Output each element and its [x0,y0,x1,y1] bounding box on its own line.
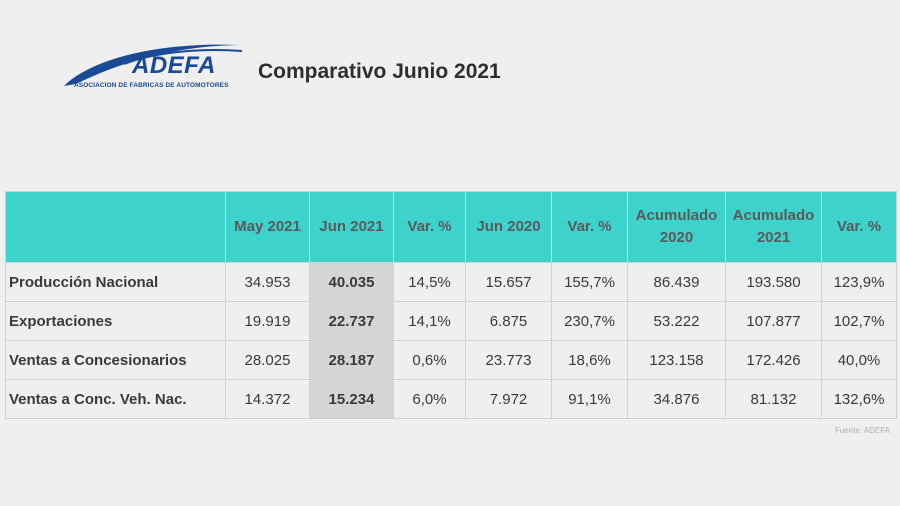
cell-acumulado-2021: 172.426 [725,340,822,380]
header-cell-var-acumulado: Var. % [821,191,897,263]
table-row: Producción Nacional 34.953 40.035 14,5% … [5,262,897,302]
cell-jun-2021: 40.035 [309,262,394,302]
header-cell-jun-2021: Jun 2021 [309,191,394,263]
cell-acumulado-2021: 81.132 [725,379,822,419]
cell-may-2021: 28.025 [225,340,310,380]
cell-var-year: 18,6% [551,340,628,380]
cell-may-2021: 14.372 [225,379,310,419]
row-label: Ventas a Conc. Veh. Nac. [5,379,226,419]
row-label: Exportaciones [5,301,226,341]
header-cell-may-2021: May 2021 [225,191,310,263]
cell-acumulado-2021: 107.877 [725,301,822,341]
header-cell-acumulado-2020: Acumulado 2020 [627,191,726,263]
header-cell-var-year: Var. % [551,191,628,263]
comparison-table: May 2021 Jun 2021 Var. % Jun 2020 Var. %… [5,191,897,419]
cell-acumulado-2020: 53.222 [627,301,726,341]
cell-jun-2021: 22.737 [309,301,394,341]
cell-acumulado-2021: 193.580 [725,262,822,302]
row-label: Ventas a Concesionarios [5,340,226,380]
table-row: Ventas a Conc. Veh. Nac. 14.372 15.234 6… [5,379,897,419]
cell-jun-2020: 7.972 [465,379,552,419]
logo-tagline: ASOCIACION DE FABRICAS DE AUTOMOTORES [74,82,229,89]
cell-jun-2021: 28.187 [309,340,394,380]
cell-jun-2020: 23.773 [465,340,552,380]
cell-var-acumulado: 132,6% [821,379,897,419]
car-silhouette-icon [64,44,243,86]
source-note: Fuente: ADEFA [834,426,890,435]
cell-jun-2020: 6.875 [465,301,552,341]
cell-jun-2020: 15.657 [465,262,552,302]
header-cell-jun-2020: Jun 2020 [465,191,552,263]
logo-wordmark: ADEFA [132,52,216,79]
cell-var-year: 91,1% [551,379,628,419]
cell-var-month: 6,0% [393,379,466,419]
cell-var-acumulado: 102,7% [821,301,897,341]
cell-may-2021: 19.919 [225,301,310,341]
header-cell-label [5,191,226,263]
cell-var-year: 230,7% [551,301,628,341]
cell-may-2021: 34.953 [225,262,310,302]
table-header-row: May 2021 Jun 2021 Var. % Jun 2020 Var. %… [5,191,897,263]
cell-acumulado-2020: 86.439 [627,262,726,302]
cell-var-year: 155,7% [551,262,628,302]
cell-acumulado-2020: 123.158 [627,340,726,380]
cell-jun-2021: 15.234 [309,379,394,419]
cell-var-acumulado: 40,0% [821,340,897,380]
cell-var-month: 14,1% [393,301,466,341]
header-cell-acumulado-2021: Acumulado 2021 [725,191,822,263]
header-cell-var-month: Var. % [393,191,466,263]
table-row: Ventas a Concesionarios 28.025 28.187 0,… [5,340,897,380]
cell-var-month: 0,6% [393,340,466,380]
cell-var-month: 14,5% [393,262,466,302]
table-row: Exportaciones 19.919 22.737 14,1% 6.875 … [5,301,897,341]
page-title: Comparativo Junio 2021 [258,60,501,83]
cell-var-acumulado: 123,9% [821,262,897,302]
cell-acumulado-2020: 34.876 [627,379,726,419]
row-label: Producción Nacional [5,262,226,302]
adefa-logo: ADEFA ASOCIACION DE FABRICAS DE AUTOMOTO… [60,38,250,96]
